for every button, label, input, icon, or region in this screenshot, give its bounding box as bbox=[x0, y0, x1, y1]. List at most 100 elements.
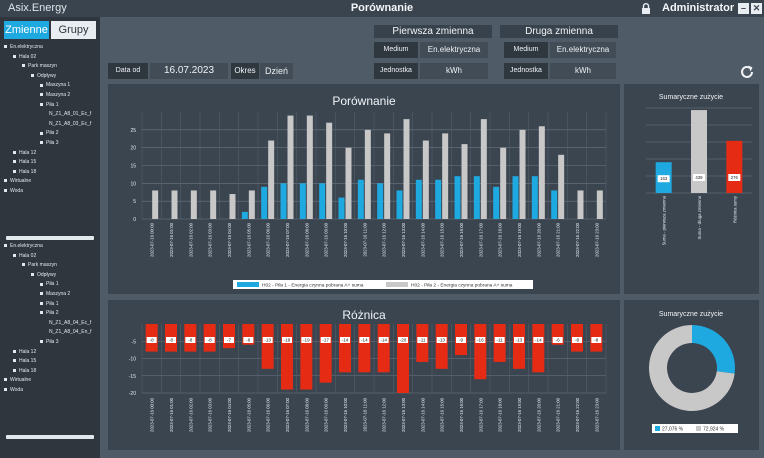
bar-series-1 bbox=[357, 179, 364, 219]
x-tick-label: 2023-07-16 08:00 bbox=[304, 397, 309, 432]
tree-item[interactable]: Piła 1 bbox=[4, 300, 98, 310]
second-variable-title: Druga zmienna bbox=[500, 25, 618, 38]
tree-item[interactable]: Hala 15 bbox=[4, 158, 98, 168]
tree-item[interactable]: Wirtualne bbox=[4, 376, 98, 386]
x-tick-label: 2023-07-16 12:00 bbox=[382, 397, 387, 432]
date-from-input[interactable]: 16.07.2023 bbox=[150, 63, 228, 79]
difference-bar bbox=[358, 324, 371, 373]
second-unit-value[interactable]: kWh bbox=[550, 63, 616, 79]
tree-item[interactable]: Hala 18 bbox=[4, 168, 98, 178]
tree-item[interactable]: N_Z1_A8_01_Ec_f bbox=[4, 110, 98, 120]
data-label: -16 bbox=[477, 338, 484, 343]
tree-item[interactable]: Park maszyn bbox=[4, 261, 98, 271]
data-label: 163 bbox=[660, 176, 668, 181]
tree-item[interactable]: Wirtualne bbox=[4, 177, 98, 187]
bar-series-1 bbox=[396, 190, 403, 219]
x-tick-label: Suma - pierwsza zmienna bbox=[662, 195, 667, 245]
tree-item[interactable]: Odpływy bbox=[4, 72, 98, 82]
tree-item[interactable]: Hala 02 bbox=[4, 252, 98, 262]
x-tick-label: 2023-07-16 09:00 bbox=[324, 222, 329, 257]
tree-item[interactable]: Maszyna 2 bbox=[4, 290, 98, 300]
tree-node-icon bbox=[40, 311, 43, 315]
tree-item[interactable]: Hala 02 bbox=[4, 53, 98, 63]
data-label-box bbox=[359, 337, 370, 343]
tab-variables[interactable]: Zmienne bbox=[4, 21, 49, 39]
data-label-box bbox=[456, 337, 466, 343]
tree-item-label: Hala 18 bbox=[19, 168, 37, 175]
x-tick-label: Suma - druga zmienna bbox=[697, 195, 702, 239]
tree-node-icon bbox=[13, 253, 16, 257]
tree-item[interactable]: Maszyna 2 bbox=[4, 91, 98, 101]
tree-item[interactable]: Piła 3 bbox=[4, 139, 98, 149]
tree-item[interactable]: En.elektryczna bbox=[4, 242, 98, 252]
bar-series-2 bbox=[326, 122, 333, 219]
legend-label-1: H02 - Piła 1 - Energia czynna pobrana A+… bbox=[262, 283, 364, 289]
x-tick-label: 2023-07-16 13:00 bbox=[401, 397, 406, 432]
tree-item[interactable]: N_Z1_A8_03_Ec_f bbox=[4, 120, 98, 130]
legend-label-2: H02 - Piła 2 - Energia czynna pobrana A+… bbox=[411, 283, 513, 289]
tab-groups[interactable]: Grupy bbox=[51, 21, 96, 39]
tree-item[interactable]: Piła 1 bbox=[4, 101, 98, 111]
second-medium-value[interactable]: En.elektryczna bbox=[550, 42, 616, 58]
bar-series-1 bbox=[435, 179, 442, 219]
data-label-box bbox=[185, 337, 196, 343]
data-label: -9 bbox=[459, 338, 464, 343]
tree-item[interactable]: N_Z1_A8_04_En_f bbox=[4, 328, 98, 338]
horizontal-scrollbar[interactable] bbox=[6, 435, 94, 439]
tree-item[interactable]: Piła 2 bbox=[4, 129, 98, 139]
close-button[interactable]: ✕ bbox=[751, 3, 762, 14]
comparison-chart: Porównanie 0 5 10 15 20 25 2023-07-16 00:00 2023… bbox=[130, 94, 607, 289]
tree-item[interactable]: Piła 1 bbox=[4, 280, 98, 290]
bar-series-2 bbox=[345, 147, 352, 219]
tree-item[interactable]: Hala 18 bbox=[4, 367, 98, 377]
x-tick-label: 2023-07-16 20:00 bbox=[536, 397, 541, 432]
chart-title: Sumaryczne zużycie bbox=[659, 311, 723, 318]
tree-node-icon bbox=[22, 263, 25, 267]
bar-series-1 bbox=[473, 176, 480, 219]
tree-item[interactable]: En.elektryczna bbox=[4, 43, 98, 53]
data-label: -19 bbox=[303, 338, 310, 343]
tree-node-icon bbox=[4, 388, 7, 392]
first-unit-value[interactable]: kWh bbox=[420, 63, 488, 79]
bar-series-1 bbox=[551, 190, 558, 219]
difference-bar bbox=[435, 324, 448, 369]
y-tick-label: 0 bbox=[133, 217, 136, 223]
tree-item[interactable]: Hala 15 bbox=[4, 357, 98, 367]
tree-item[interactable]: N_Z1_A8_04_Ec_f bbox=[4, 319, 98, 329]
y-tick-label: 5 bbox=[133, 199, 136, 205]
horizontal-scrollbar[interactable] bbox=[6, 236, 94, 240]
bar-series-1 bbox=[493, 186, 500, 219]
refresh-icon[interactable] bbox=[739, 64, 755, 80]
period-select[interactable]: Dzień bbox=[260, 63, 293, 79]
x-tick-label: 2023-07-16 22:00 bbox=[575, 222, 580, 257]
tree-item[interactable]: Odpływy bbox=[4, 271, 98, 281]
tree-item[interactable]: Woda bbox=[4, 187, 98, 197]
tree-node-icon bbox=[31, 272, 34, 276]
x-tick-label: 2023-07-16 03:00 bbox=[208, 222, 213, 257]
tree-item-label: N_Z1_A8_01_Ec_f bbox=[49, 111, 92, 118]
tree-item[interactable]: Maszyna 1 bbox=[4, 81, 98, 91]
data-label-box bbox=[301, 337, 312, 343]
tree-item[interactable]: Hala 12 bbox=[4, 348, 98, 358]
tree-item[interactable]: Piła 3 bbox=[4, 338, 98, 348]
tree-item[interactable]: Park maszyn bbox=[4, 62, 98, 72]
tree-item[interactable]: Hala 12 bbox=[4, 149, 98, 159]
x-tick-label: 2023-07-16 19:00 bbox=[517, 222, 522, 257]
tree-item[interactable]: Woda bbox=[4, 386, 98, 396]
tree-item-label: Hala 02 bbox=[19, 53, 37, 60]
tree-node-icon bbox=[40, 102, 43, 106]
tree-item[interactable]: Piła 2 bbox=[4, 309, 98, 319]
first-medium-value[interactable]: En.elektryczna bbox=[420, 42, 488, 58]
data-label-box bbox=[494, 337, 505, 343]
data-label-box bbox=[340, 337, 350, 343]
tree-node-icon bbox=[22, 64, 25, 68]
x-tick-label: 2023-07-16 06:00 bbox=[266, 397, 271, 432]
bar-series-1 bbox=[319, 183, 326, 219]
x-tick-label: 2023-07-16 14:00 bbox=[420, 397, 425, 432]
sum-panel: Sumaryczne zużycie 163 Suma - pierwsza zmi… bbox=[624, 84, 759, 294]
minimize-button[interactable]: – bbox=[738, 3, 749, 14]
difference-bar bbox=[377, 324, 390, 373]
data-label-box bbox=[166, 337, 176, 343]
bar-series-1 bbox=[241, 211, 248, 219]
bar-series-2 bbox=[229, 194, 236, 219]
